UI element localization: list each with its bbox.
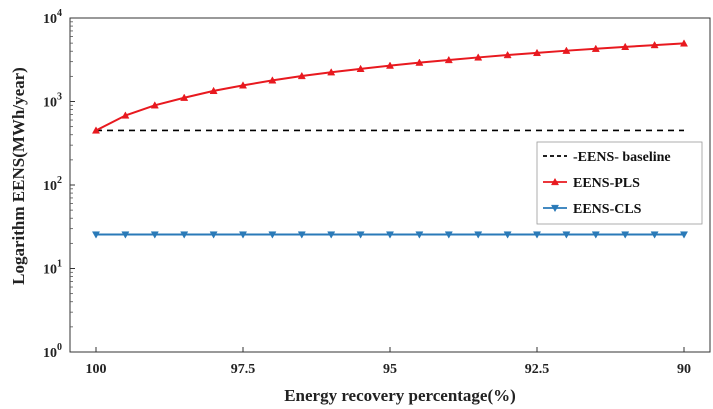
y-tick-label: 100 [43,342,62,361]
x-tick-label: 90 [677,362,691,377]
data-point-marker [180,93,189,101]
data-point-marker [121,111,130,119]
data-point-marker [209,86,218,95]
data-point-marker [650,40,659,49]
data-point-marker [238,231,248,239]
series-eens-pls [91,39,689,134]
data-point-marker [209,231,218,239]
data-point-marker [591,44,600,52]
data-point-marker [679,39,689,47]
data-point-marker [415,231,424,239]
data-point-marker [621,42,630,51]
data-point-marker [562,46,571,54]
y-tick-label: 103 [43,92,62,111]
data-point-marker [385,61,395,69]
data-point-marker [591,231,600,239]
data-point-marker [297,71,306,80]
data-point-marker [327,231,336,239]
x-tick-label: 95 [383,362,397,377]
data-point-marker [532,48,542,57]
data-point-marker [444,55,453,64]
data-point-marker [503,231,512,239]
data-point-marker [385,231,395,239]
data-point-marker [650,231,659,239]
legend-label: -EENS- baseline [573,150,671,165]
legend: -EENS- baseline EENS-PLS EENS-CLS [536,141,703,225]
data-point-marker [268,231,277,239]
data-point-marker [268,76,277,84]
data-point-marker [550,204,560,213]
data-point-marker [356,231,365,239]
data-point-marker [679,231,689,239]
y-tick-label: 102 [43,175,62,194]
data-point-marker [356,64,365,72]
data-point-marker [503,50,512,59]
data-point-marker [474,231,483,239]
data-point-marker [297,231,306,239]
y-axis-title: Logarithm EENS(MWh/year) [9,67,28,285]
data-point-marker [532,231,542,239]
y-tick-label: 104 [43,8,62,27]
data-point-marker [238,81,248,89]
data-point-marker [415,58,424,66]
data-point-marker [474,53,483,61]
series-line [95,42,685,132]
data-point-marker [91,126,101,134]
data-point-marker [121,231,130,239]
x-axis-title: Energy recovery percentage(%) [284,386,516,405]
axes: 100 101 102 103 104 100 97.5 95 92.5 90 [43,8,711,377]
x-tick-label: 100 [86,362,107,377]
data-point-marker [327,68,336,76]
data-point-marker [621,231,630,239]
data-point-marker [150,231,159,239]
data-point-marker [91,231,101,239]
y-tick-label: 101 [43,259,62,278]
data-point-marker [180,231,189,239]
series-eens-cls [91,231,689,239]
data-point-marker [550,177,560,186]
x-tick-label: 97.5 [231,362,256,377]
data-point-marker [444,231,453,239]
data-point-marker [562,231,571,239]
legend-label: EENS-CLS [573,202,642,217]
series-layer [91,39,689,239]
data-point-marker [150,101,159,109]
legend-label: EENS-PLS [573,176,640,191]
x-tick-label: 92.5 [525,362,550,377]
